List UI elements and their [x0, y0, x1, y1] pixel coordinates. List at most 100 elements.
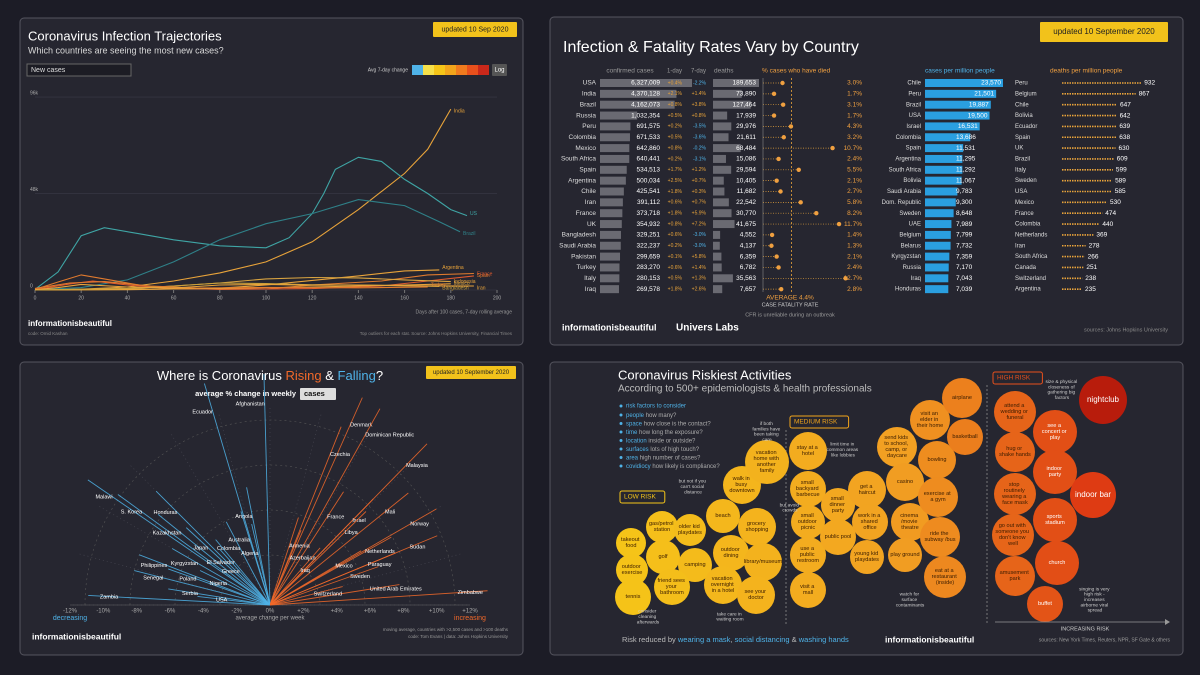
cfr-dot [798, 200, 803, 205]
cfr-dot [836, 221, 842, 227]
country: Colombia [1015, 222, 1041, 228]
value-label: 7,799 [956, 232, 973, 239]
activity-label-line: church [1049, 560, 1066, 566]
deaths-bar [713, 79, 759, 87]
activity-bubble [942, 378, 982, 418]
activity-label-line: camp, or [885, 448, 908, 454]
annotation-line: distance [684, 490, 702, 496]
value-label: 11,292 [956, 167, 976, 174]
cases-per-million-bar [925, 79, 1003, 87]
value-label: 369 [1096, 232, 1107, 239]
confirmed-label: 4,370,128 [631, 91, 660, 98]
activity-label-line: in a hotel [712, 589, 735, 595]
dropdown [26, 63, 132, 77]
annotation: watch for surface contaminants [896, 592, 925, 609]
one-day-change: +0.2% [668, 156, 683, 162]
annotation-line: like lobbies [831, 453, 855, 459]
confirmed-bar [600, 154, 630, 163]
country: Iraq [585, 286, 597, 293]
confirmed-label: 373,718 [637, 210, 661, 217]
deaths-label: 127,464 [733, 101, 757, 108]
factor-desc: how many? [646, 413, 677, 419]
x-tick-label: 0 [34, 295, 37, 301]
activity-label-line: hotel [802, 452, 814, 458]
activity-bubble [790, 572, 826, 608]
country: Bangladesh [562, 232, 597, 239]
factor-desc: lots of high touch? [650, 447, 699, 453]
legend-item: people how many? [626, 413, 677, 419]
confirmed-bar [600, 187, 624, 196]
activity-label-line: funeral [1006, 416, 1023, 422]
annotation-line: high risk - [1084, 592, 1106, 598]
y-tick-label: 48k [30, 187, 39, 193]
activity-label: small dinner party [829, 496, 846, 514]
activity-bubble [791, 505, 825, 539]
deaths-bar [713, 209, 732, 218]
cfr-label: 2.7% [847, 188, 862, 195]
activity-label: gas/petrol station [649, 521, 675, 533]
footnote: Days after 100 cases, 7-day rolling aver… [416, 309, 513, 315]
title: Where is Coronavirus Rising & Falling? [157, 368, 383, 383]
annotation-line: common areas [826, 447, 859, 453]
deaths-label: 73,890 [736, 91, 756, 98]
one-day-change: +0.8% [668, 102, 683, 108]
level-label: LOW RISK [624, 494, 656, 501]
annotation-line: singing is very [1079, 587, 1111, 593]
cfr-dot [780, 80, 785, 86]
country: Netherlands [1015, 232, 1047, 238]
value-label: 642 [1120, 112, 1131, 119]
footer-part: , [730, 635, 734, 644]
annotation-line: contaminants [896, 603, 925, 609]
activity-label-line: shake hands [999, 453, 1031, 459]
x-tick-label: +10% [429, 609, 445, 615]
activity-label-line: young kid [854, 551, 880, 557]
country-label: Malawi [95, 494, 112, 500]
title-part: & [322, 368, 338, 383]
activity-bubble [744, 543, 782, 581]
country: South Africa [1015, 254, 1048, 260]
activity-label-line: work in a [857, 513, 882, 519]
country-label: Zambia [100, 594, 119, 600]
value-label: 19,887 [969, 101, 989, 108]
value-label: 7,039 [956, 286, 973, 293]
activity-label-line: casino [897, 479, 913, 485]
activity-label: exercise at a gym [924, 491, 953, 503]
cfr-label: 1.7% [847, 91, 862, 98]
series-label: US [470, 211, 478, 217]
activity-label-line: overnight [711, 582, 736, 588]
confirmed-bar [600, 241, 621, 250]
factor-name: covidiocy [626, 464, 651, 470]
activity-bubble [646, 540, 680, 574]
column-header: 1-day [667, 69, 682, 75]
country-label: Netherlands [365, 549, 395, 555]
deaths-label: 6,359 [740, 253, 757, 260]
country: Dom. Republic [882, 200, 921, 206]
value-label: 7,359 [956, 253, 973, 260]
country-ray [269, 547, 321, 606]
activity-label-line: attend a [1004, 403, 1026, 409]
cases-per-million-bar [925, 122, 980, 131]
factor-desc: inside or outside? [648, 438, 696, 444]
x-tick-label: +12% [462, 609, 478, 615]
annotation-line: if both [760, 421, 774, 427]
activity-label: indoor party [1046, 466, 1063, 478]
country: Canada [1015, 265, 1037, 271]
activity-label: young kid playdates [854, 551, 880, 563]
cfr-label: 12.7% [844, 275, 863, 282]
activity-label: play ground [890, 552, 919, 558]
confirmed-bar [600, 285, 619, 294]
activity-label-line: dining [724, 554, 739, 560]
activity-label-line: haircut [859, 491, 876, 497]
activity-label: vacation home with another family [753, 450, 780, 474]
activity-label-line: stop [1009, 482, 1021, 488]
one-day-change: +0.5% [668, 135, 683, 141]
guide-arc [129, 464, 411, 606]
country: Chile [907, 81, 921, 87]
confirmed-label: 269,578 [637, 286, 661, 293]
country-label: Nigeria [210, 581, 228, 587]
activity-label-line: amusement [1000, 570, 1031, 576]
seven-day-change: -2.2% [693, 80, 707, 86]
country-ray [269, 552, 396, 606]
annotation: size & physical closeness of gathering b… [1045, 379, 1078, 401]
legend-dot [619, 456, 623, 459]
